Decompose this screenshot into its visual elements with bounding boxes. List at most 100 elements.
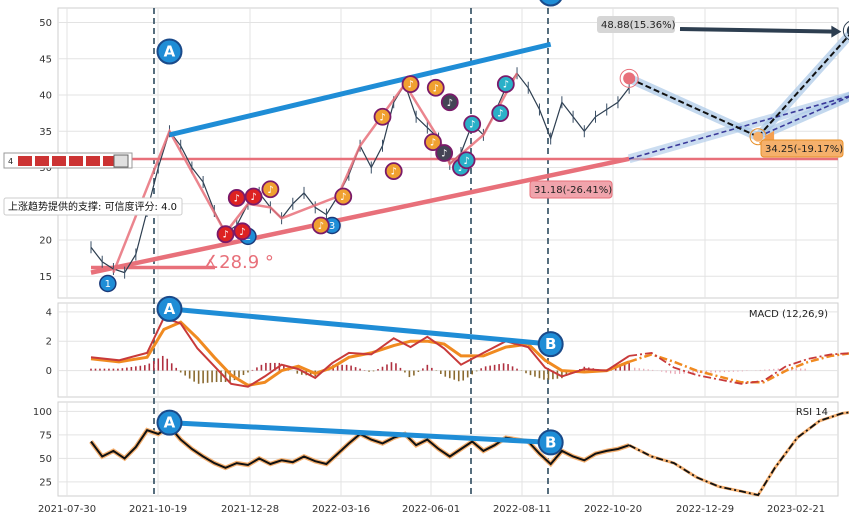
macd-forecast-bar bbox=[670, 370, 672, 374]
pattern-note-glyph-8: ♪ bbox=[391, 167, 397, 178]
macd-signal-line bbox=[90, 320, 630, 387]
price-ytick-6: 45 bbox=[39, 54, 52, 65]
macd-forecast-line bbox=[628, 351, 849, 385]
macd-hist-bar bbox=[417, 370, 420, 372]
macd-hist-bar bbox=[139, 365, 142, 371]
macd-hist-bar bbox=[121, 368, 124, 371]
macd-forecast-bar bbox=[679, 370, 681, 374]
macd-forecast-bar bbox=[804, 368, 806, 371]
target-low-text: 31.18(-26.41%) bbox=[534, 185, 612, 196]
pattern-note-glyph-0: ♪ bbox=[222, 230, 228, 241]
macd-hist-bar bbox=[516, 368, 518, 371]
macd-hist-bar bbox=[166, 358, 169, 371]
macd-hist-bar bbox=[274, 362, 276, 371]
macd-hist-bar bbox=[197, 370, 200, 384]
macd-forecast-bar bbox=[652, 369, 654, 371]
macd-hist-bar bbox=[135, 366, 137, 371]
macd-hist-bar bbox=[211, 370, 213, 383]
xtick-0: 2021-07-30 bbox=[38, 504, 96, 515]
macd-hist-bar bbox=[179, 370, 182, 373]
macd-ytick-1: 2 bbox=[46, 337, 52, 348]
pattern-note-5 bbox=[311, 216, 330, 235]
macd-hist-bar bbox=[408, 370, 411, 378]
macd-hist-bar bbox=[296, 370, 299, 374]
vertical-markers bbox=[153, 8, 549, 496]
target-mid-badge: 34.25(-19.17%) bbox=[760, 139, 844, 158]
macd-hist-bar bbox=[224, 370, 227, 383]
macd-hist-bar bbox=[215, 370, 218, 383]
macd-forecast-bar bbox=[723, 370, 726, 373]
pattern-note-glyph-5: ♪ bbox=[318, 221, 324, 232]
macd-hist-bar bbox=[144, 365, 146, 371]
price-marker-a-label: A bbox=[164, 43, 176, 61]
macd-hist-bar bbox=[534, 370, 536, 377]
macd-ytick-2: 4 bbox=[46, 307, 52, 318]
macd-hist-bar bbox=[247, 370, 249, 373]
xtick-1: 2021-10-19 bbox=[129, 504, 187, 515]
macd-hist-bar bbox=[161, 355, 164, 371]
macd-hist-bar bbox=[130, 366, 133, 371]
pattern-note-glyph-10: ♪ bbox=[430, 138, 436, 149]
macd-hist-bar bbox=[377, 369, 379, 371]
macd-forecast-bar bbox=[705, 370, 708, 373]
pattern-note-glyph-6: ♪ bbox=[340, 192, 346, 203]
macd-hist-bar bbox=[170, 363, 173, 371]
forecast-up-ring bbox=[842, 21, 849, 41]
pattern-note-glyph-4: ♪ bbox=[267, 185, 273, 196]
macd-hist-bar bbox=[484, 366, 487, 371]
rsi-ytick-2: 75 bbox=[39, 430, 52, 441]
macd-hist-bar bbox=[462, 370, 465, 381]
forecast-up-point bbox=[846, 25, 849, 36]
target-low-badge: 31.18(-26.41%) bbox=[529, 180, 613, 199]
macd-forecast-bar bbox=[665, 370, 667, 373]
macd-panel-grid bbox=[57, 302, 839, 398]
macd-forecast-bar bbox=[674, 370, 676, 375]
macd-hist-bar bbox=[390, 362, 393, 371]
macd-forecast-bar bbox=[795, 368, 797, 371]
macd-hist-bar bbox=[148, 363, 151, 371]
macd-forecast-bar bbox=[773, 368, 775, 371]
pattern-note-8 bbox=[384, 162, 403, 181]
macd-hist-bar bbox=[184, 370, 186, 376]
pattern-note-11 bbox=[426, 78, 445, 97]
macd-hist-bar bbox=[439, 370, 442, 374]
macd-hist-bar bbox=[448, 370, 451, 379]
forecast-line-alt bbox=[757, 96, 849, 138]
macd-hist-bar bbox=[395, 363, 397, 371]
macd-hist-bar bbox=[511, 366, 514, 371]
xtick-5: 2022-08-11 bbox=[493, 504, 551, 515]
pattern-note-glyph-16: ♪ bbox=[469, 120, 475, 131]
rsi-label: RSI 14 bbox=[796, 407, 828, 418]
macd-hist-bar bbox=[152, 361, 155, 371]
macd-hist-bar bbox=[341, 364, 343, 371]
macd-hist-bar bbox=[552, 370, 554, 380]
pattern-note-4 bbox=[261, 180, 280, 199]
macd-hist-bar bbox=[188, 370, 191, 379]
macd-hist-bar bbox=[529, 370, 532, 376]
pattern-note-glyph-14: ♪ bbox=[458, 163, 464, 174]
macd-hist-bar bbox=[90, 368, 92, 371]
macd-hist-bar bbox=[193, 370, 195, 382]
rsi-panel: AB bbox=[89, 409, 849, 497]
macd-hist-bar bbox=[354, 367, 357, 371]
macd-forecast-bar bbox=[647, 369, 649, 371]
price-ytick-1: 20 bbox=[39, 236, 52, 247]
pattern-note-13 bbox=[435, 144, 454, 162]
pattern-note-9 bbox=[401, 75, 420, 94]
macd-forecast-bar bbox=[719, 370, 721, 373]
forecast-line-low bbox=[628, 95, 849, 160]
macd-hist-bar bbox=[112, 368, 115, 371]
pattern-note-glyph-2: ♪ bbox=[234, 193, 240, 204]
macd-ab-line bbox=[169, 306, 551, 347]
pattern-note-10 bbox=[424, 133, 442, 152]
macd-hist-bar bbox=[108, 368, 110, 371]
pattern-note-glyph-7: ♪ bbox=[379, 112, 385, 123]
price-ytick-4: 35 bbox=[39, 127, 52, 138]
rsi-ytick-3: 100 bbox=[33, 407, 52, 418]
macd-hist-bar bbox=[238, 370, 240, 378]
pattern-note-0 bbox=[216, 225, 235, 244]
macd-forecast-bar bbox=[643, 368, 645, 371]
macd-hist-bar bbox=[538, 370, 541, 379]
macd-hist-bar bbox=[103, 368, 106, 371]
pattern-note-glyph-13: ♪ bbox=[441, 149, 447, 160]
